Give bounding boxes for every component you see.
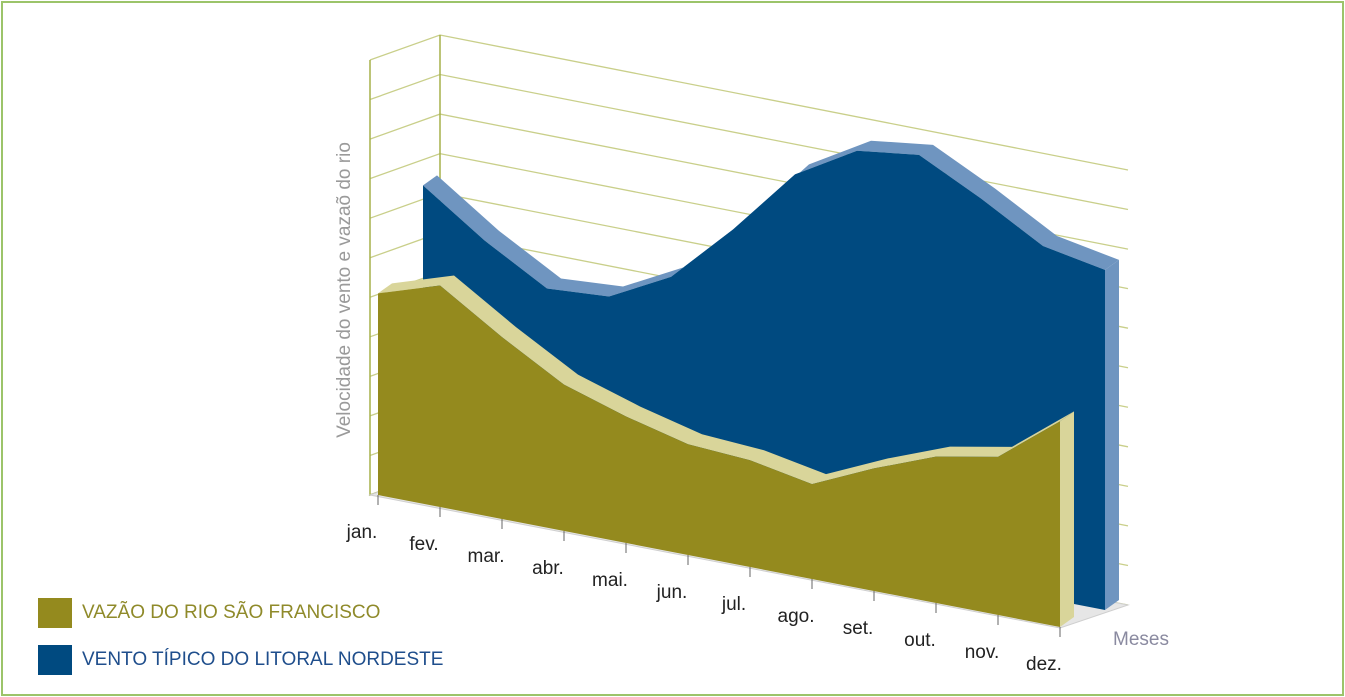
area-side — [1105, 259, 1119, 610]
legend-swatch — [38, 598, 72, 628]
x-tick-label: dez. — [1026, 654, 1062, 675]
area — [378, 285, 1060, 627]
x-tick-label: set. — [843, 618, 874, 639]
x-tick-label: mai. — [592, 570, 628, 591]
x-tick-label: ago. — [778, 606, 815, 627]
area-edge — [378, 275, 1074, 485]
legend-label: VAZÃO DO RIO SÃO FRANCISCO — [82, 601, 380, 623]
x-tick-label: jul. — [721, 594, 746, 615]
legend-label: VENTO TÍPICO DO LITORAL NORDESTE — [82, 649, 443, 670]
x-tick-label: nov. — [965, 642, 1000, 663]
x-tick-label: fev. — [409, 534, 438, 555]
x-tick-label: jan. — [346, 522, 378, 543]
x-axis-title: Meses — [1113, 629, 1169, 650]
grid-line — [369, 73, 1129, 211]
y-axis-title: Velocidade do vento e vazaõ do rio — [334, 142, 355, 438]
legend-swatch — [38, 645, 72, 675]
x-tick-label: jun. — [656, 582, 688, 603]
x-tick-label: abr. — [532, 558, 564, 579]
area-side — [1060, 411, 1074, 627]
grid-line — [369, 34, 1129, 171]
x-tick-label: out. — [904, 630, 936, 651]
x-tick-label: mar. — [468, 546, 505, 567]
